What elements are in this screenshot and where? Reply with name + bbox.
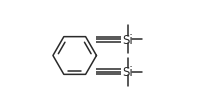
Text: Si: Si [122, 33, 133, 46]
Text: Si: Si [122, 66, 133, 79]
